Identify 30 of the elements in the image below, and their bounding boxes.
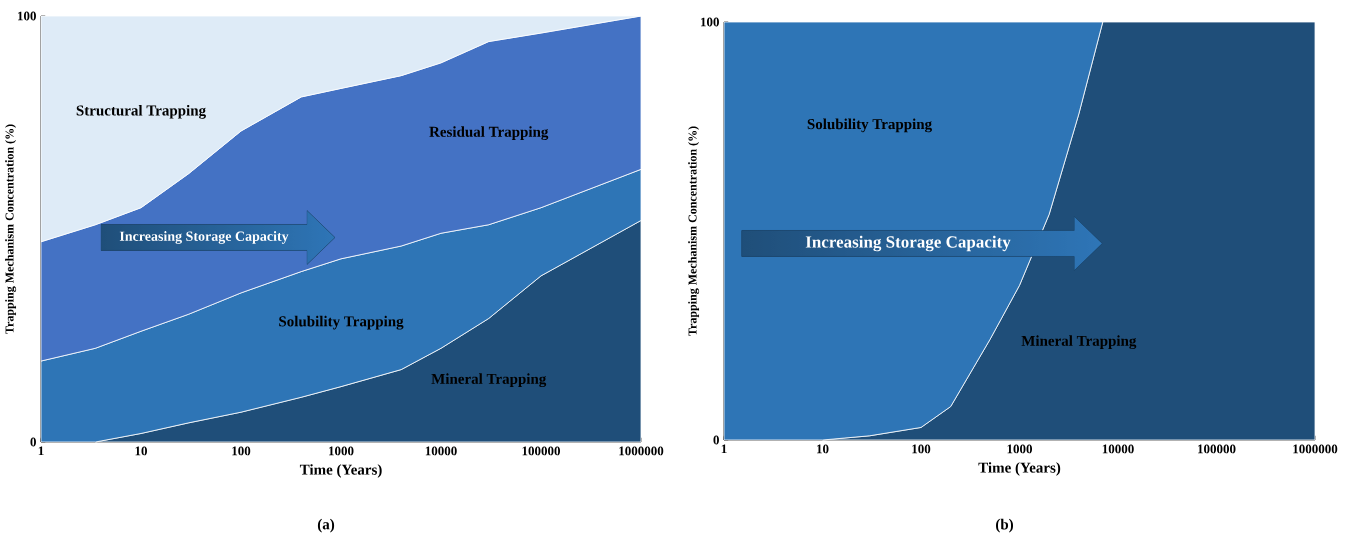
series-label: Structural Trapping [76, 104, 206, 119]
x-tick-label: 10 [817, 444, 829, 454]
x-tick-label: 100000 [522, 446, 561, 456]
x-tick-label: 10000 [425, 446, 457, 456]
x-axis-title: Time (Years) [978, 462, 1061, 476]
x-tick-label: 1000000 [619, 446, 664, 456]
x-tick-label: 10 [135, 446, 147, 456]
annotation: Increasing Storage Capacity [805, 235, 1011, 252]
text: (b) [996, 518, 1014, 533]
y-axis-title: Trapping Mechanism Concentration (%) [5, 124, 17, 334]
x-tick-label: 1 [721, 444, 727, 454]
text: (a) [317, 518, 335, 533]
x-tick-label: 100000 [1198, 444, 1236, 454]
x-tick-label: 1 [38, 446, 44, 456]
annotation: Increasing Storage Capacity [119, 231, 289, 244]
x-tick-label: 1000000 [1293, 444, 1338, 454]
y-tick-label: 0 [30, 437, 36, 447]
series-label: Solubility Trapping [279, 315, 404, 330]
x-tick-label: 1000 [329, 446, 354, 456]
series-label: Solubility Trapping [807, 118, 932, 133]
y-axis-title: Trapping Mechanism Concentration (%) [688, 126, 700, 336]
x-axis-title: Time (Years) [299, 464, 382, 478]
series-label: Residual Trapping [429, 126, 549, 141]
x-tick-label: 100 [232, 446, 251, 456]
x-tick-label: 1000 [1007, 444, 1033, 454]
x-tick-label: 100 [912, 444, 931, 454]
series-label: Mineral Trapping [431, 373, 547, 388]
series-label: Mineral Trapping [1021, 335, 1137, 350]
x-tick-label: 10000 [1102, 444, 1134, 454]
y-tick-label: 0 [713, 435, 719, 445]
